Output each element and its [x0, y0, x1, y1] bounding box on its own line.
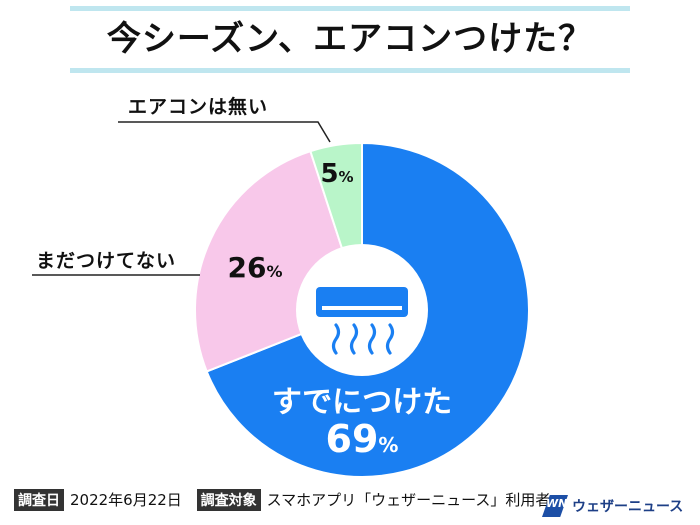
slice-value-already: 69%	[326, 417, 399, 461]
slice-label-already: すでにつけた	[272, 385, 452, 420]
slice-value-no-ac-unit: %	[339, 168, 354, 186]
slice-value-not-yet: 26%	[228, 251, 283, 284]
callout-label-not-yet: まだつけてない	[36, 250, 177, 272]
title-bar-bottom	[70, 68, 630, 73]
slice-value-already-number: 69	[326, 417, 379, 461]
survey-date-tag: 調査日	[14, 489, 64, 511]
title-banner: 今シーズン、エアコンつけた？	[70, 6, 630, 73]
title-bar-top	[70, 6, 630, 11]
logo-name: ウェザーニュース	[572, 499, 684, 515]
slice-value-already-unit: %	[378, 433, 398, 457]
chart-title: 今シーズン、エアコンつけた？	[106, 19, 594, 59]
footer: 調査日 2022年6月22日 調査対象 スマホアプリ「ウェザーニュース」利用者	[14, 489, 690, 521]
logo-mark	[542, 495, 568, 517]
slice-value-not-yet-number: 26	[228, 251, 267, 284]
survey-target-tag: 調査対象	[196, 489, 261, 511]
logo-mark-text: WN	[546, 497, 568, 510]
weathernews-logo: WN ウェザーニュース	[542, 495, 692, 517]
callout-line-no-ac	[118, 121, 331, 143]
slice-value-no-ac-number: 5	[320, 159, 338, 189]
callout-label-no-ac: エアコンは無い	[128, 96, 269, 118]
slice-value-not-yet-unit: %	[266, 262, 282, 281]
air-conditioner-icon	[316, 287, 408, 355]
survey-date: 2022年6月22日	[70, 491, 182, 509]
survey-target: スマホアプリ「ウェザーニュース」利用者	[266, 491, 551, 509]
slice-value-no-ac: 5%	[320, 159, 353, 189]
